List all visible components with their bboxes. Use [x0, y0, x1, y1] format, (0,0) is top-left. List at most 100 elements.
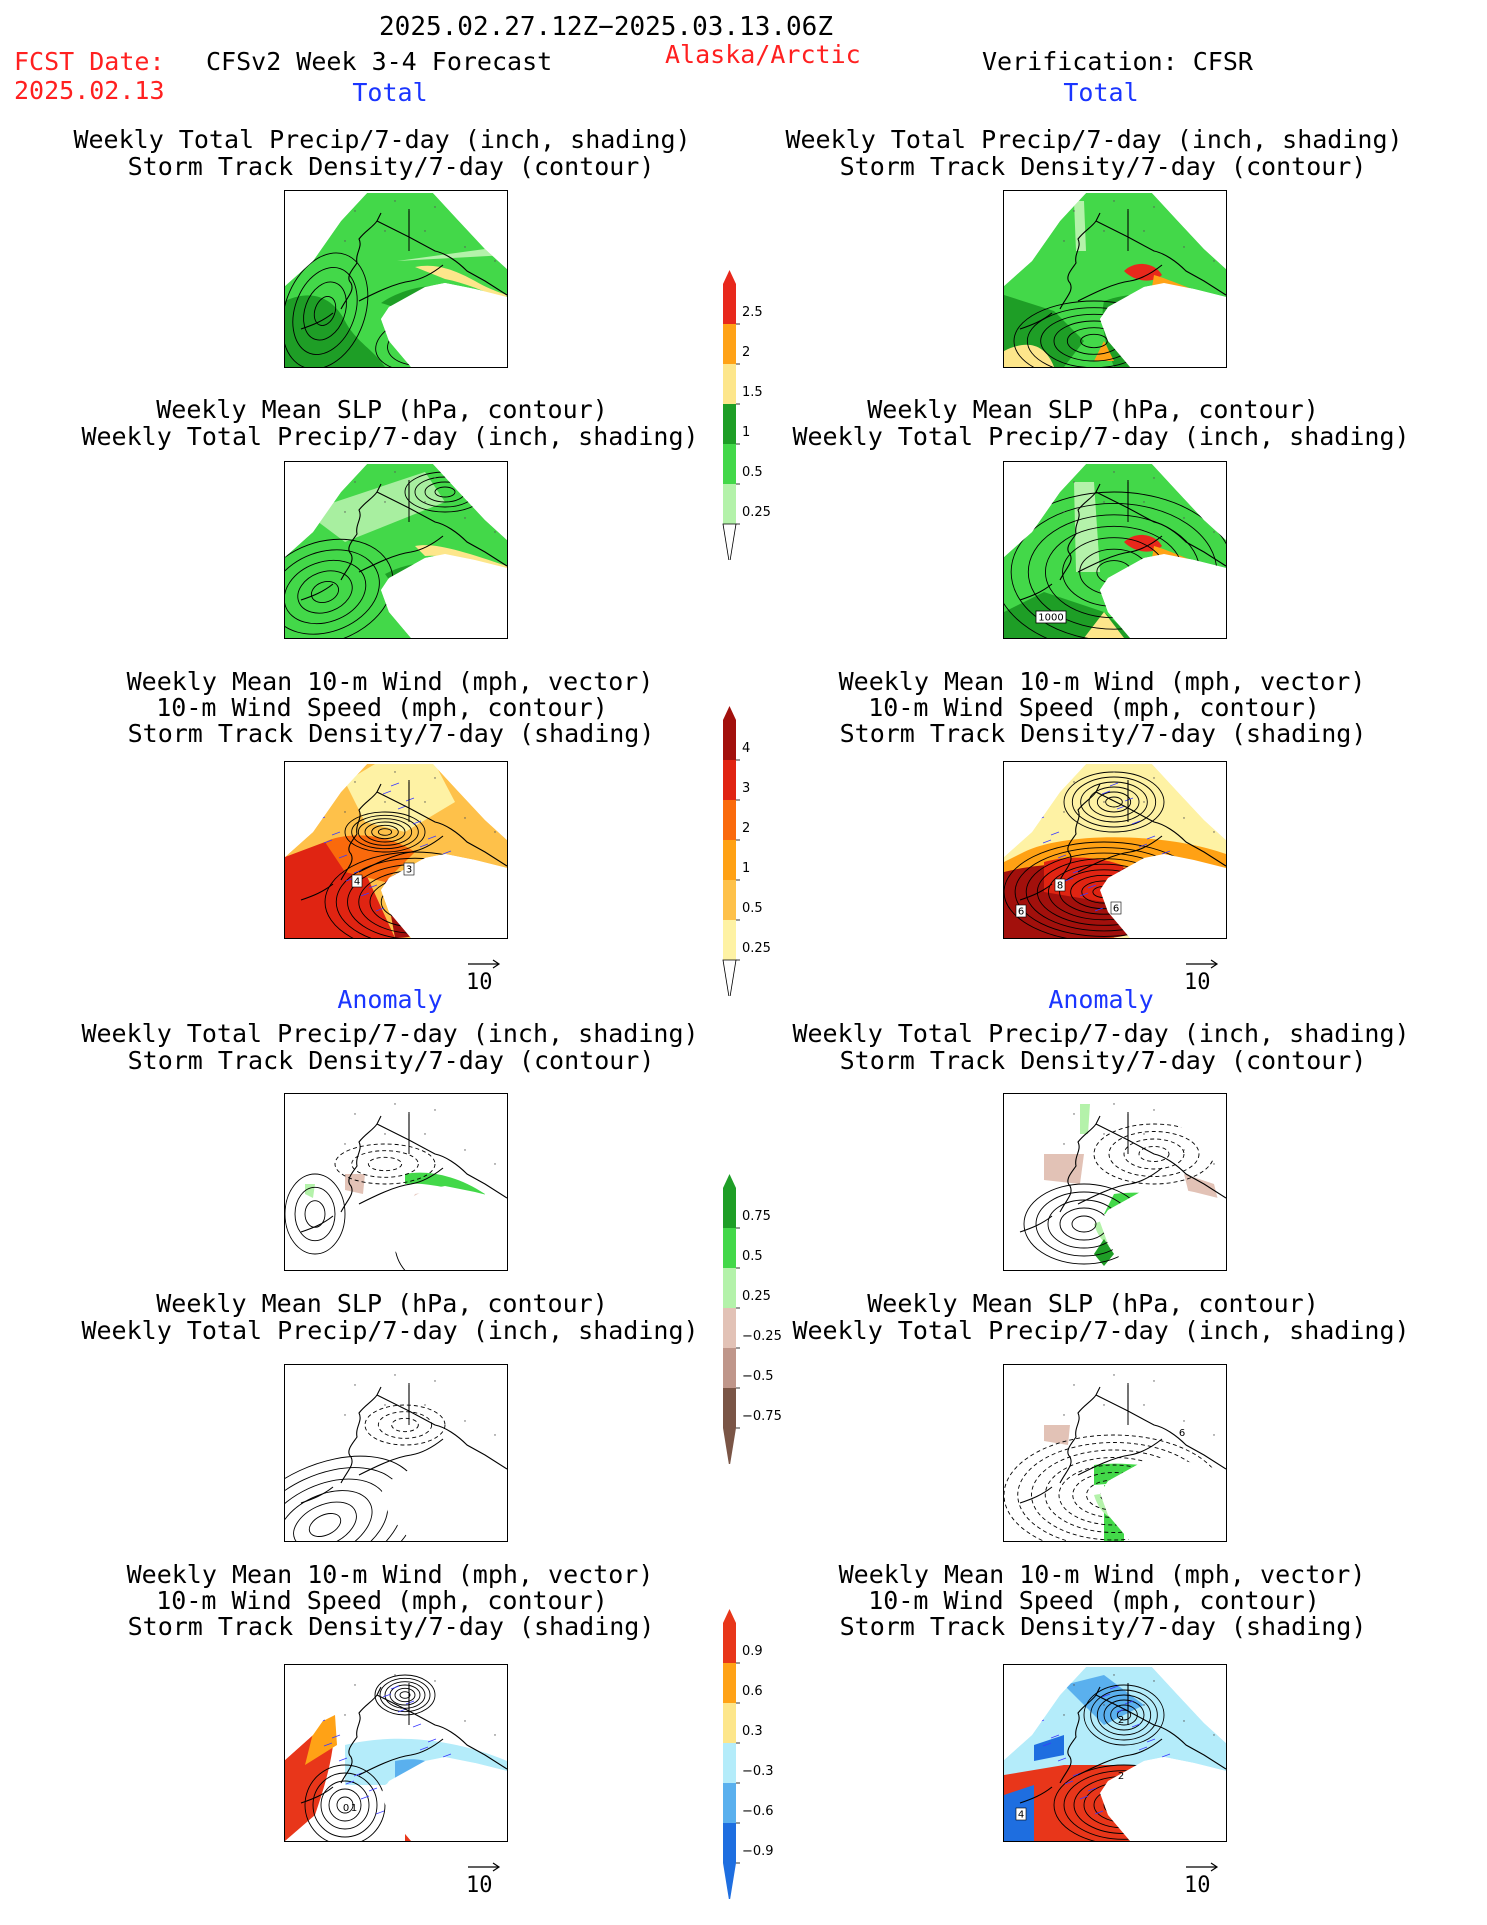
colorbar-precip-anomaly: 0.75 0.5 0.25 −0.25 −0.5 −0.75 — [722, 1174, 802, 1464]
colorbar-label: 0.3 — [742, 1724, 763, 1739]
map-total-precip-verification — [1003, 190, 1227, 368]
colorbar-swatch — [723, 444, 736, 484]
wind-anomaly-label: 4 — [1018, 1810, 1024, 1821]
colorbar-swatch — [723, 1783, 736, 1823]
title-r1r-line1: Weekly Total Precip/7-day (inch, shading… — [785, 125, 1403, 154]
title-r5r-line2: Weekly Total Precip/7-day (inch, shading… — [792, 1316, 1410, 1345]
slp-contour-label: 1000 — [1038, 613, 1063, 624]
colorbar-end-lower — [722, 959, 737, 996]
colorbar-swatch — [723, 1188, 736, 1228]
colorbar-label: 2 — [742, 345, 750, 360]
title-r2l-line2: Weekly Total Precip/7-day (inch, shading… — [81, 422, 699, 451]
map-total-wind-forecast: 4 3 — [284, 761, 508, 939]
arrow-icon — [1186, 959, 1219, 969]
title-r1l-line1: Weekly Total Precip/7-day (inch, shading… — [73, 125, 691, 154]
colorbar-swatch — [723, 1348, 736, 1388]
colorbar-end-upper — [723, 706, 736, 720]
wind-anomaly-label: 2 — [1118, 1715, 1124, 1726]
colorbar-end-upper — [723, 1174, 736, 1188]
verification-title: Verification: CFSR — [982, 47, 1253, 76]
colorbar-storm-anomaly: 0.9 0.6 0.3 −0.3 −0.6 −0.9 — [722, 1609, 802, 1899]
fcst-date-label: FCST Date: — [14, 47, 165, 76]
colorbar-label: 2 — [742, 821, 750, 836]
colorbar-label: 0.6 — [742, 1684, 763, 1699]
colorbar-end-upper — [723, 1609, 736, 1623]
colorbar-label: 1.5 — [742, 385, 763, 400]
colorbar-swatch — [723, 1268, 736, 1308]
section-anomaly-left: Anomaly — [337, 985, 443, 1014]
map-anomaly-precip-forecast — [284, 1093, 508, 1271]
section-anomaly-right: Anomaly — [1048, 985, 1154, 1014]
title-r5l-line1: Weekly Mean SLP (hPa, contour) — [156, 1289, 608, 1318]
colorbar-swatch — [723, 484, 736, 524]
colorbar-label: 0.25 — [742, 505, 771, 520]
colorbar-label: 2.5 — [742, 305, 763, 320]
fcst-date: 2025.02.13 — [14, 76, 165, 105]
title-r1l-line2: Storm Track Density/7-day (contour) — [127, 152, 655, 181]
colorbar-end-lower — [722, 523, 737, 560]
arrow-icon — [1186, 1862, 1219, 1872]
colorbar-label: 4 — [742, 741, 750, 756]
colorbar-swatch — [723, 1228, 736, 1268]
wind-anomaly-label: 2 — [1118, 1771, 1124, 1782]
colorbar-label: 0.5 — [742, 1249, 763, 1264]
title-r4l-line1: Weekly Total Precip/7-day (inch, shading… — [81, 1019, 699, 1048]
wind-contour-label: 8 — [1057, 881, 1063, 892]
colorbar-label: 1 — [742, 861, 750, 876]
map-anomaly-slp-verification: 6 — [1003, 1364, 1227, 1542]
colorbar-precip-total: 2.5 2 1.5 1 0.5 0.25 — [722, 270, 802, 560]
colorbar-label: −0.3 — [742, 1764, 774, 1779]
wind-contour-label: 6 — [1113, 904, 1119, 915]
colorbar-swatch — [723, 880, 736, 920]
colorbar-swatch — [723, 720, 736, 760]
title-r5r-line1: Weekly Mean SLP (hPa, contour) — [867, 1289, 1319, 1318]
title-r2r-line1: Weekly Mean SLP (hPa, contour) — [867, 395, 1319, 424]
colorbar-label: −0.5 — [742, 1369, 774, 1384]
slp-anomaly-label: 6 — [1179, 1428, 1185, 1439]
vector-ref-value: 10 — [466, 970, 493, 995]
colorbar-storm-total: 4 3 2 1 0.5 0.25 — [722, 706, 802, 996]
colorbar-swatch — [723, 840, 736, 880]
title-r3l-line2: 10-m Wind Speed (mph, contour) — [156, 693, 608, 722]
colorbar-swatch — [723, 800, 736, 840]
map-anomaly-slp-forecast — [284, 1364, 508, 1542]
title-r2r-line2: Weekly Total Precip/7-day (inch, shading… — [792, 422, 1410, 451]
map-anomaly-precip-verification — [1003, 1093, 1227, 1271]
wind-contour-label: 3 — [406, 865, 412, 876]
colorbar-label: −0.75 — [742, 1409, 782, 1424]
title-r4r-line1: Weekly Total Precip/7-day (inch, shading… — [792, 1019, 1410, 1048]
vector-ref-value: 10 — [1184, 970, 1211, 995]
map-total-wind-verification: 8 6 6 — [1003, 761, 1227, 939]
map-total-precip-forecast — [284, 190, 508, 368]
colorbar-label: 0.5 — [742, 901, 763, 916]
section-total-right: Total — [1063, 78, 1139, 107]
colorbar-swatch — [723, 920, 736, 960]
colorbar-swatch — [723, 1663, 736, 1703]
colorbar-swatch — [723, 1823, 736, 1863]
colorbar-swatch — [723, 1743, 736, 1783]
wind-contour-label: 4 — [354, 877, 360, 888]
wind-anomaly-label: 0 — [343, 1803, 349, 1814]
arrow-icon — [468, 959, 501, 969]
colorbar-swatch — [723, 1703, 736, 1743]
model-title: CFSv2 Week 3-4 Forecast — [206, 47, 553, 76]
colorbar-label: 0.9 — [742, 1644, 763, 1659]
colorbar-swatch — [723, 364, 736, 404]
colorbar-label: 1 — [742, 425, 750, 440]
title-r1r-line2: Storm Track Density/7-day (contour) — [839, 152, 1367, 181]
vector-reference-r3r: 10 — [1184, 958, 1220, 995]
title-r6r-line3: Storm Track Density/7-day (shading) — [839, 1612, 1367, 1641]
wind-anomaly-label: 1 — [351, 1803, 357, 1814]
colorbar-label: −0.9 — [742, 1844, 774, 1859]
map-anomaly-wind-verification: 4 2 2 — [1003, 1664, 1227, 1842]
colorbar-swatch — [723, 1623, 736, 1663]
colorbar-end-upper — [723, 270, 736, 284]
vector-reference-r3l: 10 — [466, 958, 502, 995]
colorbar-label: 0.5 — [742, 465, 763, 480]
colorbar-label: 0.25 — [742, 1289, 771, 1304]
map-anomaly-wind-forecast: 0 1 — [284, 1664, 508, 1842]
colorbar-end-lower — [723, 1863, 736, 1899]
title-r5l-line2: Weekly Total Precip/7-day (inch, shading… — [81, 1316, 699, 1345]
arrow-icon — [468, 1862, 501, 1872]
map-total-slp-verification: 1000 — [1003, 461, 1227, 639]
